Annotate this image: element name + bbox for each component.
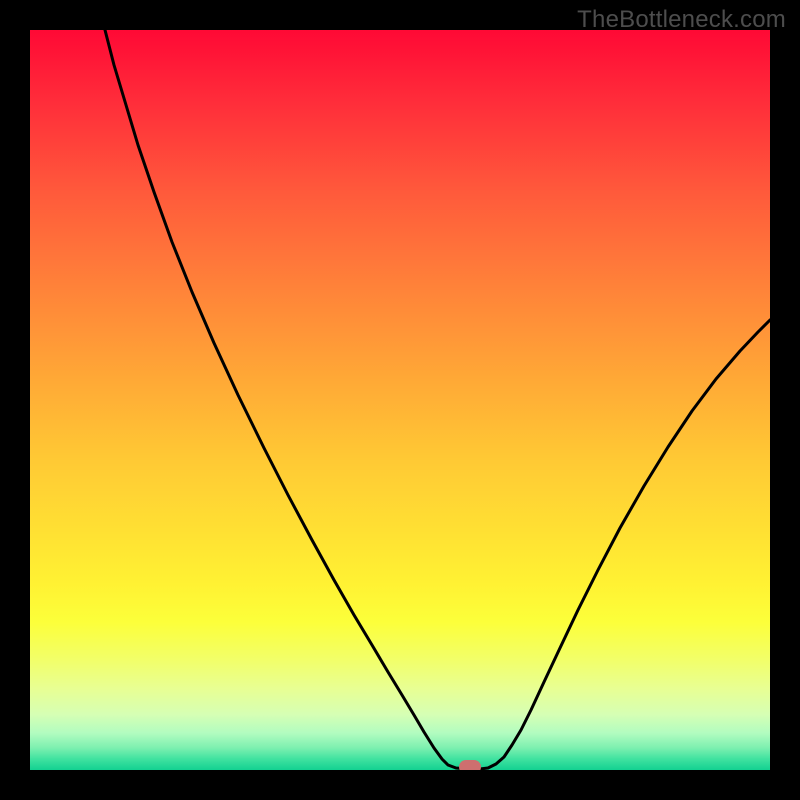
plot-svg (30, 30, 770, 770)
watermark-text: TheBottleneck.com (577, 6, 786, 34)
bottleneck-curve-plot (30, 30, 770, 770)
minimum-marker (459, 760, 481, 770)
gradient-background (30, 30, 770, 770)
chart-stage: TheBottleneck.com (0, 0, 800, 800)
